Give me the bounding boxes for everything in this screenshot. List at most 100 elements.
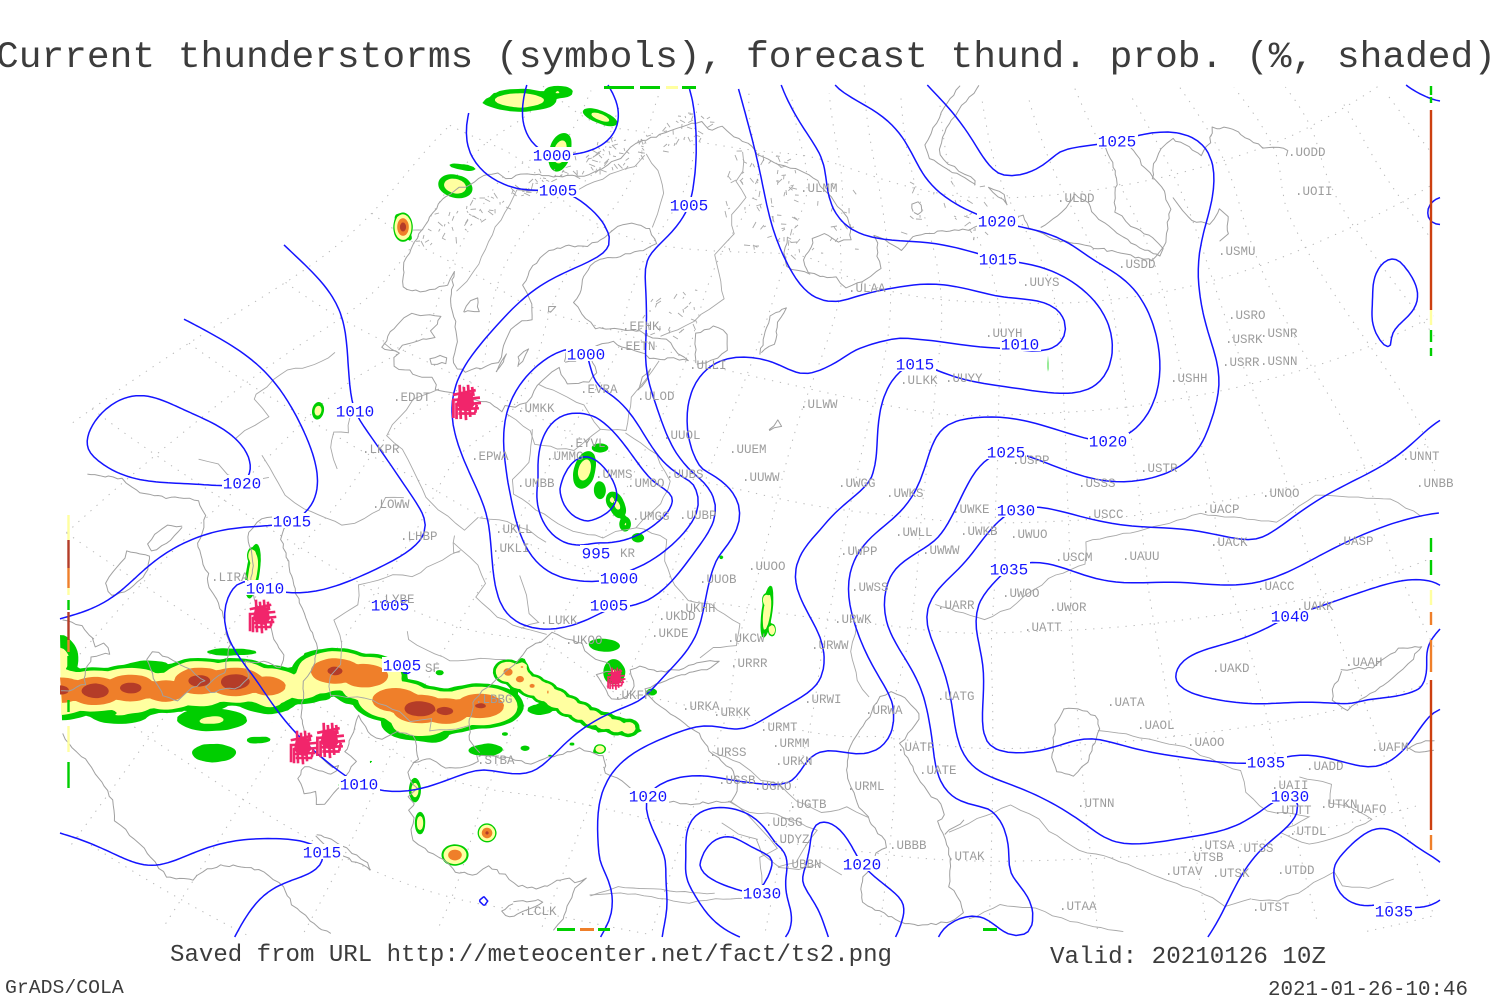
svg-text:1035: 1035 (1247, 755, 1285, 773)
svg-text:.LHBP: .LHBP (400, 530, 438, 544)
svg-text:.UAFO: .UAFO (1349, 803, 1387, 817)
svg-text:.UWOR: .UWOR (1049, 601, 1087, 615)
svg-text:.UMKK: .UMKK (517, 402, 555, 416)
svg-text:.UUOB: .UUOB (699, 573, 737, 587)
svg-text:.UWKE: .UWKE (952, 503, 990, 517)
svg-text:1020: 1020 (629, 789, 667, 807)
svg-text:.UWOO: .UWOO (1002, 587, 1040, 601)
svg-text:.USRO: .USRO (1228, 309, 1266, 323)
svg-text:995: 995 (582, 546, 611, 564)
svg-text:.UWLL: .UWLL (895, 526, 933, 540)
svg-text:.ULLI: .ULLI (689, 359, 727, 373)
svg-text:.UTDD: .UTDD (1277, 864, 1315, 878)
svg-text:1000: 1000 (600, 571, 638, 589)
svg-text:.UARR: .UARR (937, 599, 975, 613)
svg-text:1005: 1005 (670, 198, 708, 216)
svg-text:.URKK: .URKK (713, 706, 751, 720)
svg-text:.UTSK: .UTSK (1212, 867, 1250, 881)
svg-text:.UTNN: .UTNN (1077, 797, 1115, 811)
svg-text:.UACC: .UACC (1257, 580, 1295, 594)
svg-text:.ULAA: .ULAA (848, 282, 886, 296)
svg-text:1005: 1005 (539, 183, 577, 201)
svg-text:.UTDL: .UTDL (1289, 825, 1327, 839)
svg-text:1015: 1015 (273, 514, 311, 532)
svg-text:.USDD: .USDD (1118, 258, 1156, 272)
svg-text:1040: 1040 (1271, 609, 1309, 627)
svg-text:.URML: .URML (847, 780, 885, 794)
svg-text:.USCC: .USCC (1086, 508, 1124, 522)
svg-text:.LYBE: .LYBE (377, 593, 415, 607)
svg-text:.ULDD: .ULDD (1057, 192, 1095, 206)
svg-text:.EPWA: .EPWA (471, 450, 509, 464)
svg-text:.UAOL: .UAOL (1137, 719, 1175, 733)
svg-text:Current thunderstorms (symbols: Current thunderstorms (symbols), forecas… (0, 37, 1496, 79)
svg-text:.UADD: .UADD (1306, 760, 1344, 774)
svg-text:.USMU: .USMU (1218, 245, 1256, 259)
svg-text:.USRR: .USRR (1222, 356, 1260, 370)
svg-text:1020: 1020 (223, 476, 261, 494)
svg-text:1035: 1035 (1375, 904, 1413, 922)
svg-text:1015: 1015 (896, 357, 934, 375)
svg-text:.UATA: .UATA (1107, 696, 1145, 710)
svg-text:.UUEM: .UUEM (729, 443, 767, 457)
svg-text:.UDSG: .UDSG (765, 816, 803, 830)
svg-text:1010: 1010 (246, 581, 284, 599)
svg-text:.ULOD: .ULOD (637, 390, 675, 404)
svg-text:.UUBS: .UUBS (666, 468, 704, 482)
svg-text:.UATF: .UATF (897, 741, 935, 755)
svg-text:.LUKK: .LUKK (540, 614, 578, 628)
svg-text:.UGTB: .UGTB (789, 798, 827, 812)
svg-text:1000: 1000 (567, 347, 605, 365)
svg-text:.UKCW: .UKCW (727, 632, 765, 646)
svg-text:1010: 1010 (336, 404, 374, 422)
svg-text:.UUWW: .UUWW (742, 471, 780, 485)
svg-text:1035: 1035 (990, 562, 1028, 580)
svg-text:.UKDD: .UKDD (658, 610, 696, 624)
svg-text:.UAAH: .UAAH (1345, 656, 1383, 670)
svg-text:.UACK: .UACK (1210, 536, 1248, 550)
svg-text:.EDDT: .EDDT (393, 391, 431, 405)
svg-text:.UTSA: .UTSA (1197, 839, 1235, 853)
svg-text:.UTSS: .UTSS (1236, 842, 1274, 856)
svg-text:1030: 1030 (997, 503, 1035, 521)
svg-text:.UTAA: .UTAA (1059, 900, 1097, 914)
svg-text:.USRK: .USRK (1225, 333, 1263, 347)
svg-text:.LIRA: .LIRA (211, 571, 249, 585)
svg-text:.UWKS: .UWKS (886, 487, 924, 501)
svg-text:.EVRA: .EVRA (580, 383, 618, 397)
svg-text:Valid: 20210126 10Z: Valid: 20210126 10Z (1050, 944, 1326, 971)
svg-text:.USPP: .USPP (1012, 454, 1050, 468)
svg-text:.UUBP: .UUBP (679, 509, 717, 523)
svg-text:.UKLI: .UKLI (492, 542, 530, 556)
svg-text:.UBBB: .UBBB (889, 839, 927, 853)
svg-text:1005: 1005 (383, 658, 421, 676)
svg-text:.EETN: .EETN (618, 340, 656, 354)
svg-text:.UWKB: .UWKB (960, 525, 998, 539)
svg-text:.UMMG: .UMMG (546, 450, 584, 464)
svg-text:.UTSB: .UTSB (1186, 851, 1224, 865)
svg-text:.ULMM: .ULMM (800, 182, 838, 196)
svg-text:.UTST: .UTST (1252, 901, 1290, 915)
svg-text:.LCLK: .LCLK (519, 905, 557, 919)
svg-text:1020: 1020 (978, 214, 1016, 232)
svg-text:.URKN: .URKN (775, 755, 813, 769)
svg-text:2021-01-26-10:46: 2021-01-26-10:46 (1268, 979, 1468, 1000)
svg-text:.LKPR: .LKPR (362, 443, 400, 457)
svg-text:Saved from URL http://meteocen: Saved from URL http://meteocenter.net/fa… (170, 942, 892, 969)
svg-text:.UAKK: .UAKK (1296, 600, 1334, 614)
svg-text:.EYVL: .EYVL (568, 437, 606, 451)
svg-text:.USNN: .USNN (1260, 355, 1298, 369)
svg-text:.UKFF: .UKFF (614, 689, 652, 703)
svg-text:.UWUO: .UWUO (1010, 528, 1048, 542)
svg-text:.USTR: .USTR (1140, 462, 1178, 476)
svg-text:1000: 1000 (533, 148, 571, 166)
svg-text:.UATE: .UATE (919, 764, 957, 778)
svg-text:.UUOL: .UUOL (663, 429, 701, 443)
svg-text:.UUOO: .UUOO (748, 560, 786, 574)
svg-text:.UNNT: .UNNT (1402, 450, 1440, 464)
svg-text:1005: 1005 (371, 598, 409, 616)
svg-text:1020: 1020 (843, 857, 881, 875)
svg-text:.ULWW: .ULWW (800, 398, 838, 412)
svg-text:.UATG: .UATG (937, 690, 975, 704)
svg-text:.URWW: .URWW (811, 639, 849, 653)
